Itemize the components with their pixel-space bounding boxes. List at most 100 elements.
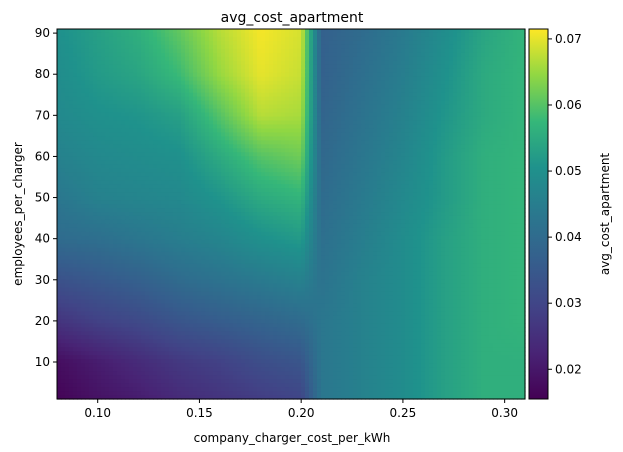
heatmap-cell	[273, 52, 278, 58]
heatmap-cell	[73, 108, 78, 114]
heatmap-cell	[193, 108, 198, 114]
heatmap-cell	[245, 136, 250, 141]
heatmap-cell	[521, 96, 526, 102]
heatmap-cell	[201, 156, 206, 161]
heatmap-cell	[289, 36, 294, 42]
heatmap-cell	[385, 52, 390, 58]
heatmap-cell	[193, 196, 198, 201]
heatmap-cell	[301, 192, 306, 197]
heatmap-cell	[389, 136, 394, 141]
heatmap-cell	[481, 29, 486, 34]
heatmap-cell	[473, 124, 478, 130]
heatmap-cell	[501, 36, 506, 42]
heatmap-cell	[225, 160, 230, 165]
heatmap-cell	[309, 64, 314, 70]
heatmap-cell	[77, 168, 82, 173]
heatmap-cell	[157, 100, 162, 106]
heatmap-cell	[161, 148, 166, 153]
heatmap-cell	[245, 29, 250, 34]
heatmap-cell	[373, 80, 378, 86]
heatmap-cell	[205, 92, 210, 98]
heatmap-cell	[269, 144, 274, 149]
heatmap-cell	[257, 44, 262, 50]
heatmap-cell	[133, 124, 138, 130]
heatmap-cell	[129, 196, 134, 201]
heatmap-cell	[97, 168, 102, 173]
heatmap-cell	[409, 160, 414, 165]
heatmap-cell	[261, 168, 266, 173]
heatmap-cell	[93, 180, 98, 185]
heatmap-cell	[457, 88, 462, 94]
heatmap-cell	[417, 168, 422, 173]
heatmap-cell	[93, 64, 98, 70]
heatmap-cell	[469, 152, 474, 157]
heatmap-cell	[261, 144, 266, 149]
heatmap-cell	[517, 188, 522, 193]
heatmap-cell	[269, 160, 274, 165]
heatmap-cell	[161, 164, 166, 169]
heatmap-cell	[193, 29, 198, 34]
heatmap-cell	[161, 188, 166, 193]
heatmap-cell	[473, 128, 478, 134]
heatmap-cell	[421, 132, 426, 138]
heatmap-cell	[361, 152, 366, 157]
heatmap-cell	[161, 152, 166, 157]
heatmap-cell	[177, 52, 182, 58]
heatmap-cell	[477, 80, 482, 86]
heatmap-cell	[161, 128, 166, 134]
heatmap-cell	[101, 160, 106, 165]
heatmap-cell	[225, 60, 230, 66]
heatmap-cell	[437, 116, 442, 122]
heatmap-cell	[397, 80, 402, 86]
heatmap-cell	[245, 104, 250, 110]
heatmap-cell	[409, 168, 414, 173]
heatmap-cell	[341, 160, 346, 165]
heatmap-cell	[385, 132, 390, 138]
heatmap-cell	[289, 40, 294, 46]
heatmap-cell	[257, 148, 262, 153]
heatmap-cell	[157, 136, 162, 141]
heatmap-cell	[241, 48, 246, 54]
heatmap-cell	[313, 148, 318, 153]
heatmap-cell	[209, 152, 214, 157]
heatmap-cell	[361, 124, 366, 130]
heatmap-cell	[289, 64, 294, 70]
heatmap-cell	[489, 72, 494, 78]
heatmap-cell	[425, 148, 430, 153]
heatmap-cell	[297, 88, 302, 94]
heatmap-cell	[73, 100, 78, 106]
heatmap-cell	[113, 88, 118, 94]
heatmap-cell	[161, 196, 166, 201]
heatmap-cell	[169, 148, 174, 153]
heatmap-cell	[473, 84, 478, 90]
heatmap-cell	[125, 48, 130, 54]
heatmap-cell	[345, 84, 350, 90]
heatmap-cell	[437, 192, 442, 197]
heatmap-cell	[453, 124, 458, 130]
heatmap-cell	[337, 144, 342, 149]
heatmap-cell	[501, 29, 506, 34]
heatmap-cell	[301, 68, 306, 74]
heatmap-cell	[73, 76, 78, 82]
heatmap-cell	[417, 48, 422, 54]
heatmap-cell	[181, 80, 186, 86]
heatmap-cell	[97, 108, 102, 114]
heatmap-cell	[109, 108, 114, 114]
heatmap-cell	[81, 48, 86, 54]
heatmap-cell	[197, 104, 202, 110]
heatmap-cell	[141, 196, 146, 201]
heatmap-cell	[517, 180, 522, 185]
heatmap-cell	[469, 160, 474, 165]
heatmap-cell	[193, 148, 198, 153]
heatmap-cell	[157, 32, 162, 38]
heatmap-cell	[261, 64, 266, 70]
heatmap-cell	[297, 108, 302, 114]
heatmap-cell	[177, 196, 182, 201]
heatmap-cell	[257, 72, 262, 78]
heatmap-cell	[77, 144, 82, 149]
heatmap-cell	[305, 52, 310, 58]
heatmap-cell	[213, 72, 218, 78]
heatmap-cell	[229, 68, 234, 74]
heatmap-cell	[413, 124, 418, 130]
heatmap-cell	[65, 116, 70, 122]
